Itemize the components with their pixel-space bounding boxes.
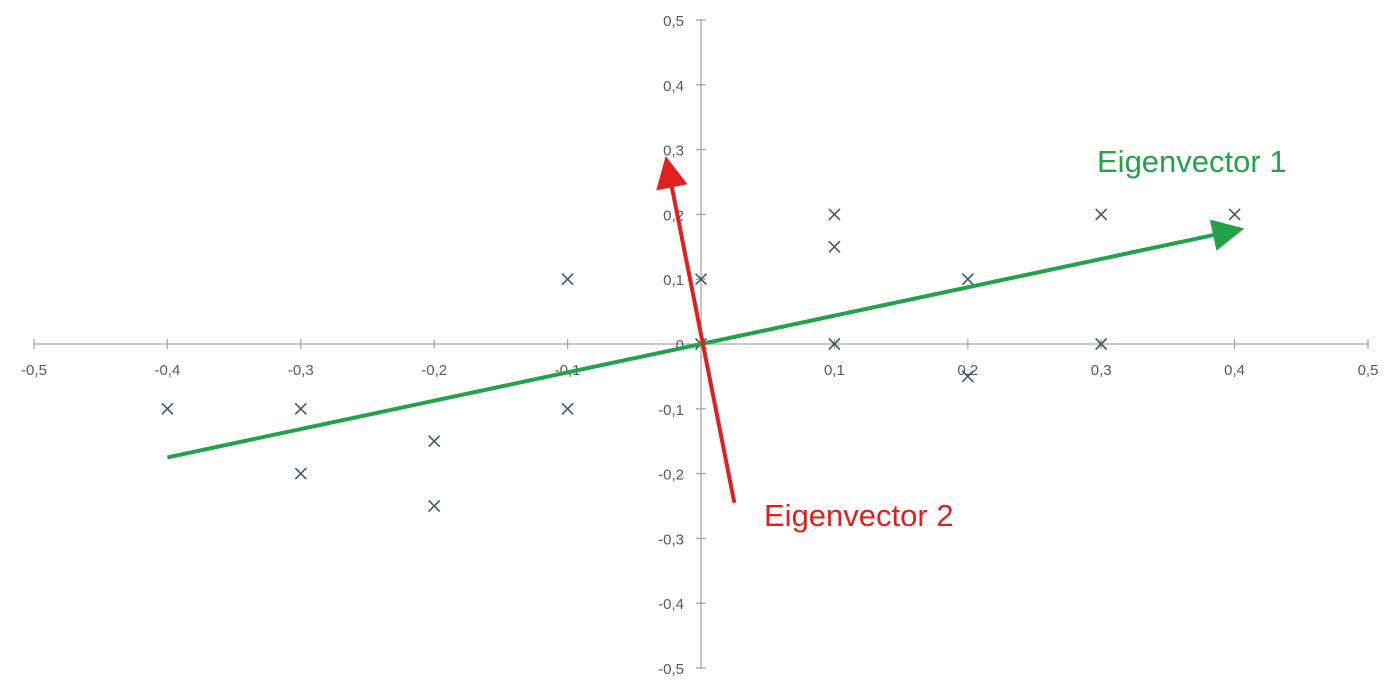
y-tick-label: 0 <box>676 337 684 354</box>
data-point <box>1095 337 1108 351</box>
data-point <box>428 499 441 513</box>
y-tick-label: -0,5 <box>658 661 684 678</box>
data-point-stroke <box>828 240 841 253</box>
y-tick-label: 0,3 <box>663 143 684 160</box>
eigenvector-2-arrow <box>656 155 737 504</box>
data-point <box>294 467 307 480</box>
y-tick-label: 0,2 <box>663 207 684 224</box>
data-point-stroke <box>961 273 974 286</box>
data-point-stroke <box>828 337 841 351</box>
data-point <box>428 435 441 448</box>
data-point <box>1095 208 1108 221</box>
y-tick-label: -0,1 <box>658 402 684 419</box>
y-tick-label: -0,4 <box>658 596 684 613</box>
data-point <box>961 370 974 383</box>
eigenvector-1-label: Eigenvector 1 <box>1097 144 1287 179</box>
y-tick-label: 0,1 <box>663 272 684 289</box>
x-tick-label: 0,2 <box>957 362 978 379</box>
data-point <box>561 402 574 415</box>
y-tick-label: -0,2 <box>658 467 684 484</box>
data-point <box>1228 208 1241 221</box>
y-tick-label: 0,5 <box>663 13 684 30</box>
x-tick-label: 0,4 <box>1224 362 1245 379</box>
data-point-stroke <box>1095 208 1108 221</box>
data-point <box>561 273 574 286</box>
x-tick-label: -0,5 <box>21 362 47 379</box>
data-point-stroke <box>694 273 708 286</box>
data-point-stroke <box>294 402 307 415</box>
y-tick-label: 0,4 <box>663 78 684 95</box>
data-point <box>828 240 841 253</box>
data-point-stroke <box>428 435 441 448</box>
x-tick-label: -0,2 <box>421 362 447 379</box>
data-point <box>828 337 841 351</box>
data-point-stroke <box>961 370 974 383</box>
y-tick-label: -0,3 <box>658 531 684 548</box>
x-tick-label: 0,1 <box>824 362 845 379</box>
x-tick-label: -0,3 <box>288 362 314 379</box>
data-point-stroke <box>828 208 841 221</box>
eigenvector-2-label: Eigenvector 2 <box>764 498 954 533</box>
data-point-stroke <box>561 402 574 415</box>
data-point <box>161 402 174 415</box>
data-point-stroke <box>561 273 574 286</box>
data-point <box>694 273 708 286</box>
data-point-stroke <box>1095 337 1108 351</box>
x-tick-label: 0,3 <box>1091 362 1112 379</box>
data-point-stroke <box>294 467 307 480</box>
data-point <box>961 273 974 286</box>
eigenvectors: Eigenvector 1 Eigenvector 2 <box>166 144 1287 533</box>
data-point-stroke <box>161 402 174 415</box>
data-point <box>294 402 307 415</box>
x-tick-label: -0,4 <box>154 362 180 379</box>
data-point-stroke <box>1228 208 1241 221</box>
x-tick-label: 0,5 <box>1358 362 1379 379</box>
data-point-stroke <box>428 499 441 513</box>
data-point <box>828 208 841 221</box>
